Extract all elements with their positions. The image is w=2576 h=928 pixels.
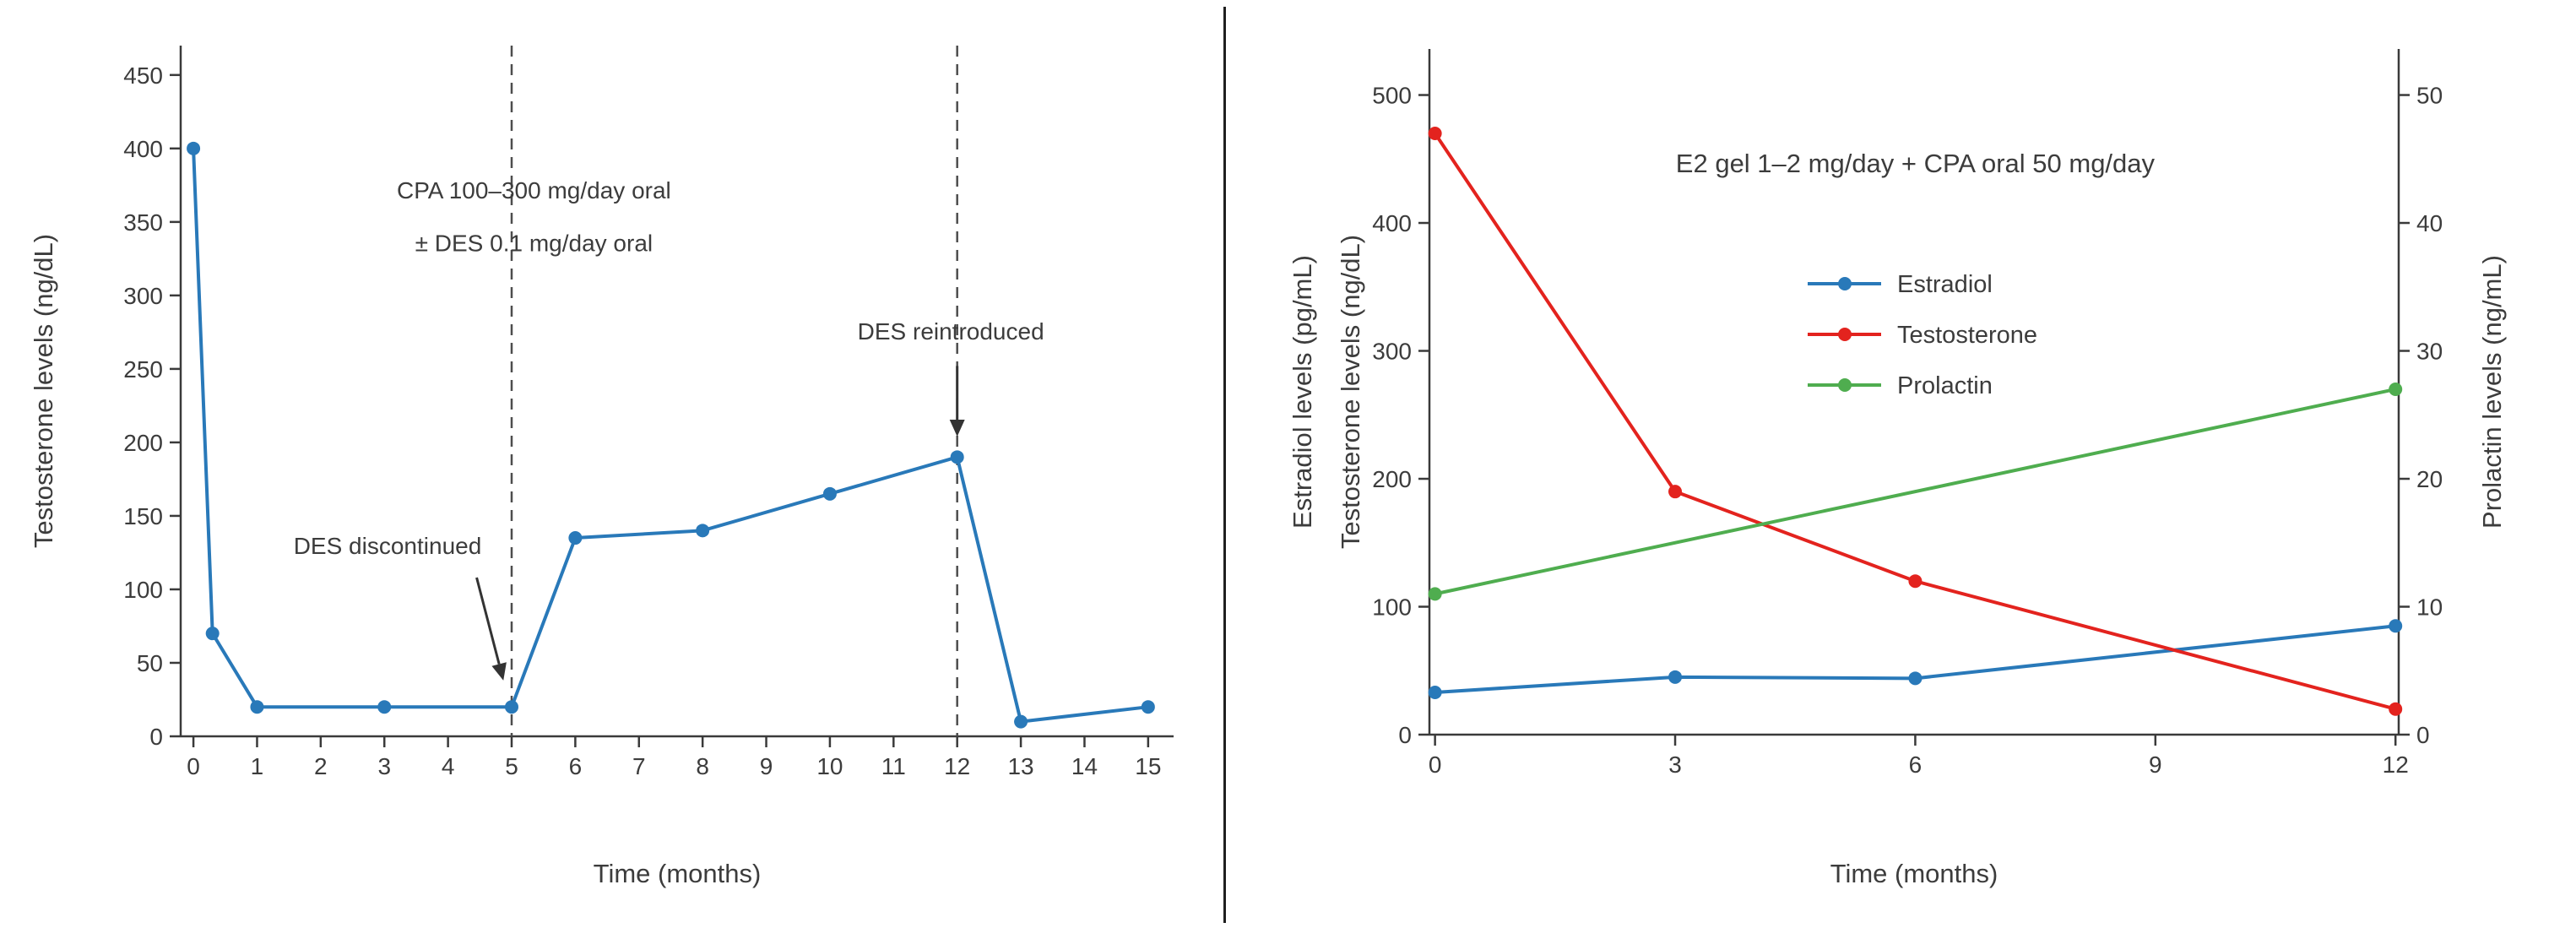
data-point-marker <box>250 700 264 714</box>
y-tick-label: 400 <box>1372 210 1412 236</box>
legend-label: Prolactin <box>1897 372 1993 399</box>
data-point-marker <box>696 524 710 538</box>
data-point-marker <box>1141 700 1155 714</box>
series-line-estradiol <box>1433 624 2398 695</box>
data-point-marker <box>1908 671 1923 686</box>
data-point-marker <box>1668 670 1683 684</box>
legend-marker <box>1838 277 1852 290</box>
legend-marker <box>1838 328 1852 341</box>
y-tick-label: 350 <box>123 209 163 236</box>
y-axis-label-0: Estradiol levels (pg/mL) <box>1288 255 1317 529</box>
x-tick-label: 5 <box>505 753 518 779</box>
x-tick-label: 6 <box>1909 752 1923 778</box>
x-tick-label: 0 <box>1429 752 1442 778</box>
data-point-marker <box>1908 574 1923 589</box>
data-point-marker <box>2389 702 2403 716</box>
annotation-text: ± DES 0.1 mg/day oral <box>415 231 653 257</box>
data-point-marker <box>205 627 220 641</box>
x-tick-label: 0 <box>187 753 200 779</box>
e2-cpa-combined-chart: 0 3 6 9 12 0 100 200 300 400 500 0 10 20 30 40 50 E2 gel … <box>1288 49 2507 888</box>
y-tick-label: 200 <box>1372 466 1412 492</box>
data-point-marker <box>568 531 583 545</box>
y2-tick-label: 40 <box>2416 210 2443 236</box>
series-line-prolactin <box>1433 387 2398 596</box>
legend-label: Estradiol <box>1897 271 1993 298</box>
y2-axis-label: Prolactin levels (ng/mL) <box>2477 255 2507 529</box>
x-tick-label: 14 <box>1071 753 1098 779</box>
y2-tick-label: 10 <box>2416 594 2443 621</box>
y-tick-label: 450 <box>123 62 163 89</box>
annotation-text: DES discontinued <box>294 533 482 559</box>
y2-tick-label: 30 <box>2416 339 2443 365</box>
x-tick-label: 2 <box>314 753 328 779</box>
x-tick-label: 12 <box>2383 752 2409 778</box>
y-tick-label: 0 <box>1398 722 1412 748</box>
data-point-marker <box>822 486 837 501</box>
data-point-marker <box>1428 686 1442 700</box>
x-tick-label: 3 <box>1668 752 1682 778</box>
y-tick-label: 0 <box>149 724 163 750</box>
x-tick-label: 6 <box>569 753 583 779</box>
series-line-testosterone <box>1433 131 2398 711</box>
y2-tick-label: 0 <box>2416 722 2430 748</box>
annotation-text: DES reintroduced <box>858 318 1044 345</box>
y-tick-label: 150 <box>123 503 163 529</box>
x-tick-label: 11 <box>881 753 906 779</box>
x-axis-label: Time (months) <box>594 859 762 888</box>
y-tick-label: 100 <box>123 577 163 603</box>
chart-title: E2 gel 1–2 mg/day + CPA oral 50 mg/day <box>1676 149 2156 178</box>
data-point-marker <box>1014 714 1028 729</box>
y-tick-label: 200 <box>123 430 163 456</box>
data-point-marker <box>2389 619 2403 633</box>
data-point-marker <box>1668 485 1683 499</box>
series-line-testosterone <box>192 146 1150 724</box>
y-tick-label: 50 <box>137 650 163 676</box>
annotation-text: CPA 100–300 mg/day oral <box>397 177 671 204</box>
data-point-marker <box>2389 382 2403 396</box>
y-tick-label: 300 <box>1372 339 1412 365</box>
x-tick-label: 3 <box>377 753 391 779</box>
y-tick-label: 300 <box>123 283 163 309</box>
y-tick-label: 250 <box>123 356 163 383</box>
x-tick-label: 8 <box>696 753 709 779</box>
y2-tick-label: 50 <box>2416 83 2443 109</box>
data-point-marker <box>377 700 392 714</box>
data-point-marker <box>950 450 964 464</box>
testosterone-cpa-des-chart: 0 1 2 3 4 5 6 7 8 9 10 11 12 13 14 15050100150200250300… <box>29 46 1174 888</box>
panel-divider <box>1223 7 1226 923</box>
data-point-marker <box>1428 587 1442 601</box>
y-axis-label: Testosterone levels (ng/dL) <box>29 234 58 548</box>
y-tick-label: 400 <box>123 136 163 162</box>
x-tick-label: 15 <box>1135 753 1161 779</box>
y-axis-label-1: Testosterone levels (ng/dL) <box>1336 235 1365 549</box>
x-tick-label: 4 <box>442 753 455 779</box>
x-tick-label: 9 <box>760 753 773 779</box>
x-axis-label: Time (months) <box>1830 859 1998 888</box>
annotation-arrow <box>475 577 501 665</box>
y-tick-label: 100 <box>1372 594 1412 621</box>
data-point-marker <box>1428 126 1442 140</box>
x-tick-label: 7 <box>632 753 646 779</box>
y-tick-label: 500 <box>1372 83 1412 109</box>
x-tick-label: 10 <box>816 753 843 779</box>
x-tick-label: 1 <box>251 753 264 779</box>
y2-tick-label: 20 <box>2416 466 2443 492</box>
annotation-arrowhead <box>949 419 965 437</box>
x-tick-label: 13 <box>1007 753 1033 779</box>
legend-marker <box>1838 378 1852 392</box>
x-tick-label: 9 <box>2149 752 2162 778</box>
data-point-marker <box>187 141 201 155</box>
data-point-marker <box>505 700 518 714</box>
legend-label: Testosterone <box>1897 322 2037 349</box>
annotation-arrowhead <box>491 662 507 681</box>
x-tick-label: 12 <box>944 753 970 779</box>
